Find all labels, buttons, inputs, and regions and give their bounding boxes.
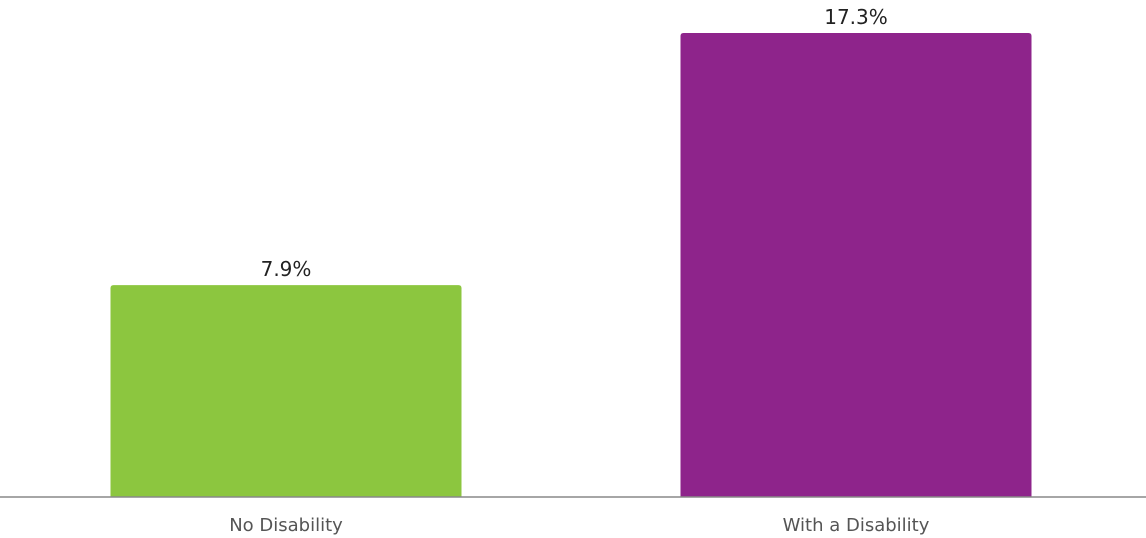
bars-layer: [110, 33, 1032, 497]
data-label: 7.9%: [261, 257, 312, 281]
bar-no-disability: [110, 285, 462, 497]
x-tick-label: No Disability: [229, 515, 343, 536]
data-label: 17.3%: [824, 5, 888, 29]
x-tick-label: With a Disability: [783, 515, 930, 536]
labels-layer: 7.9% No Disability 17.3% With a Disability: [229, 5, 930, 536]
bar-with-a-disability: [680, 33, 1032, 497]
